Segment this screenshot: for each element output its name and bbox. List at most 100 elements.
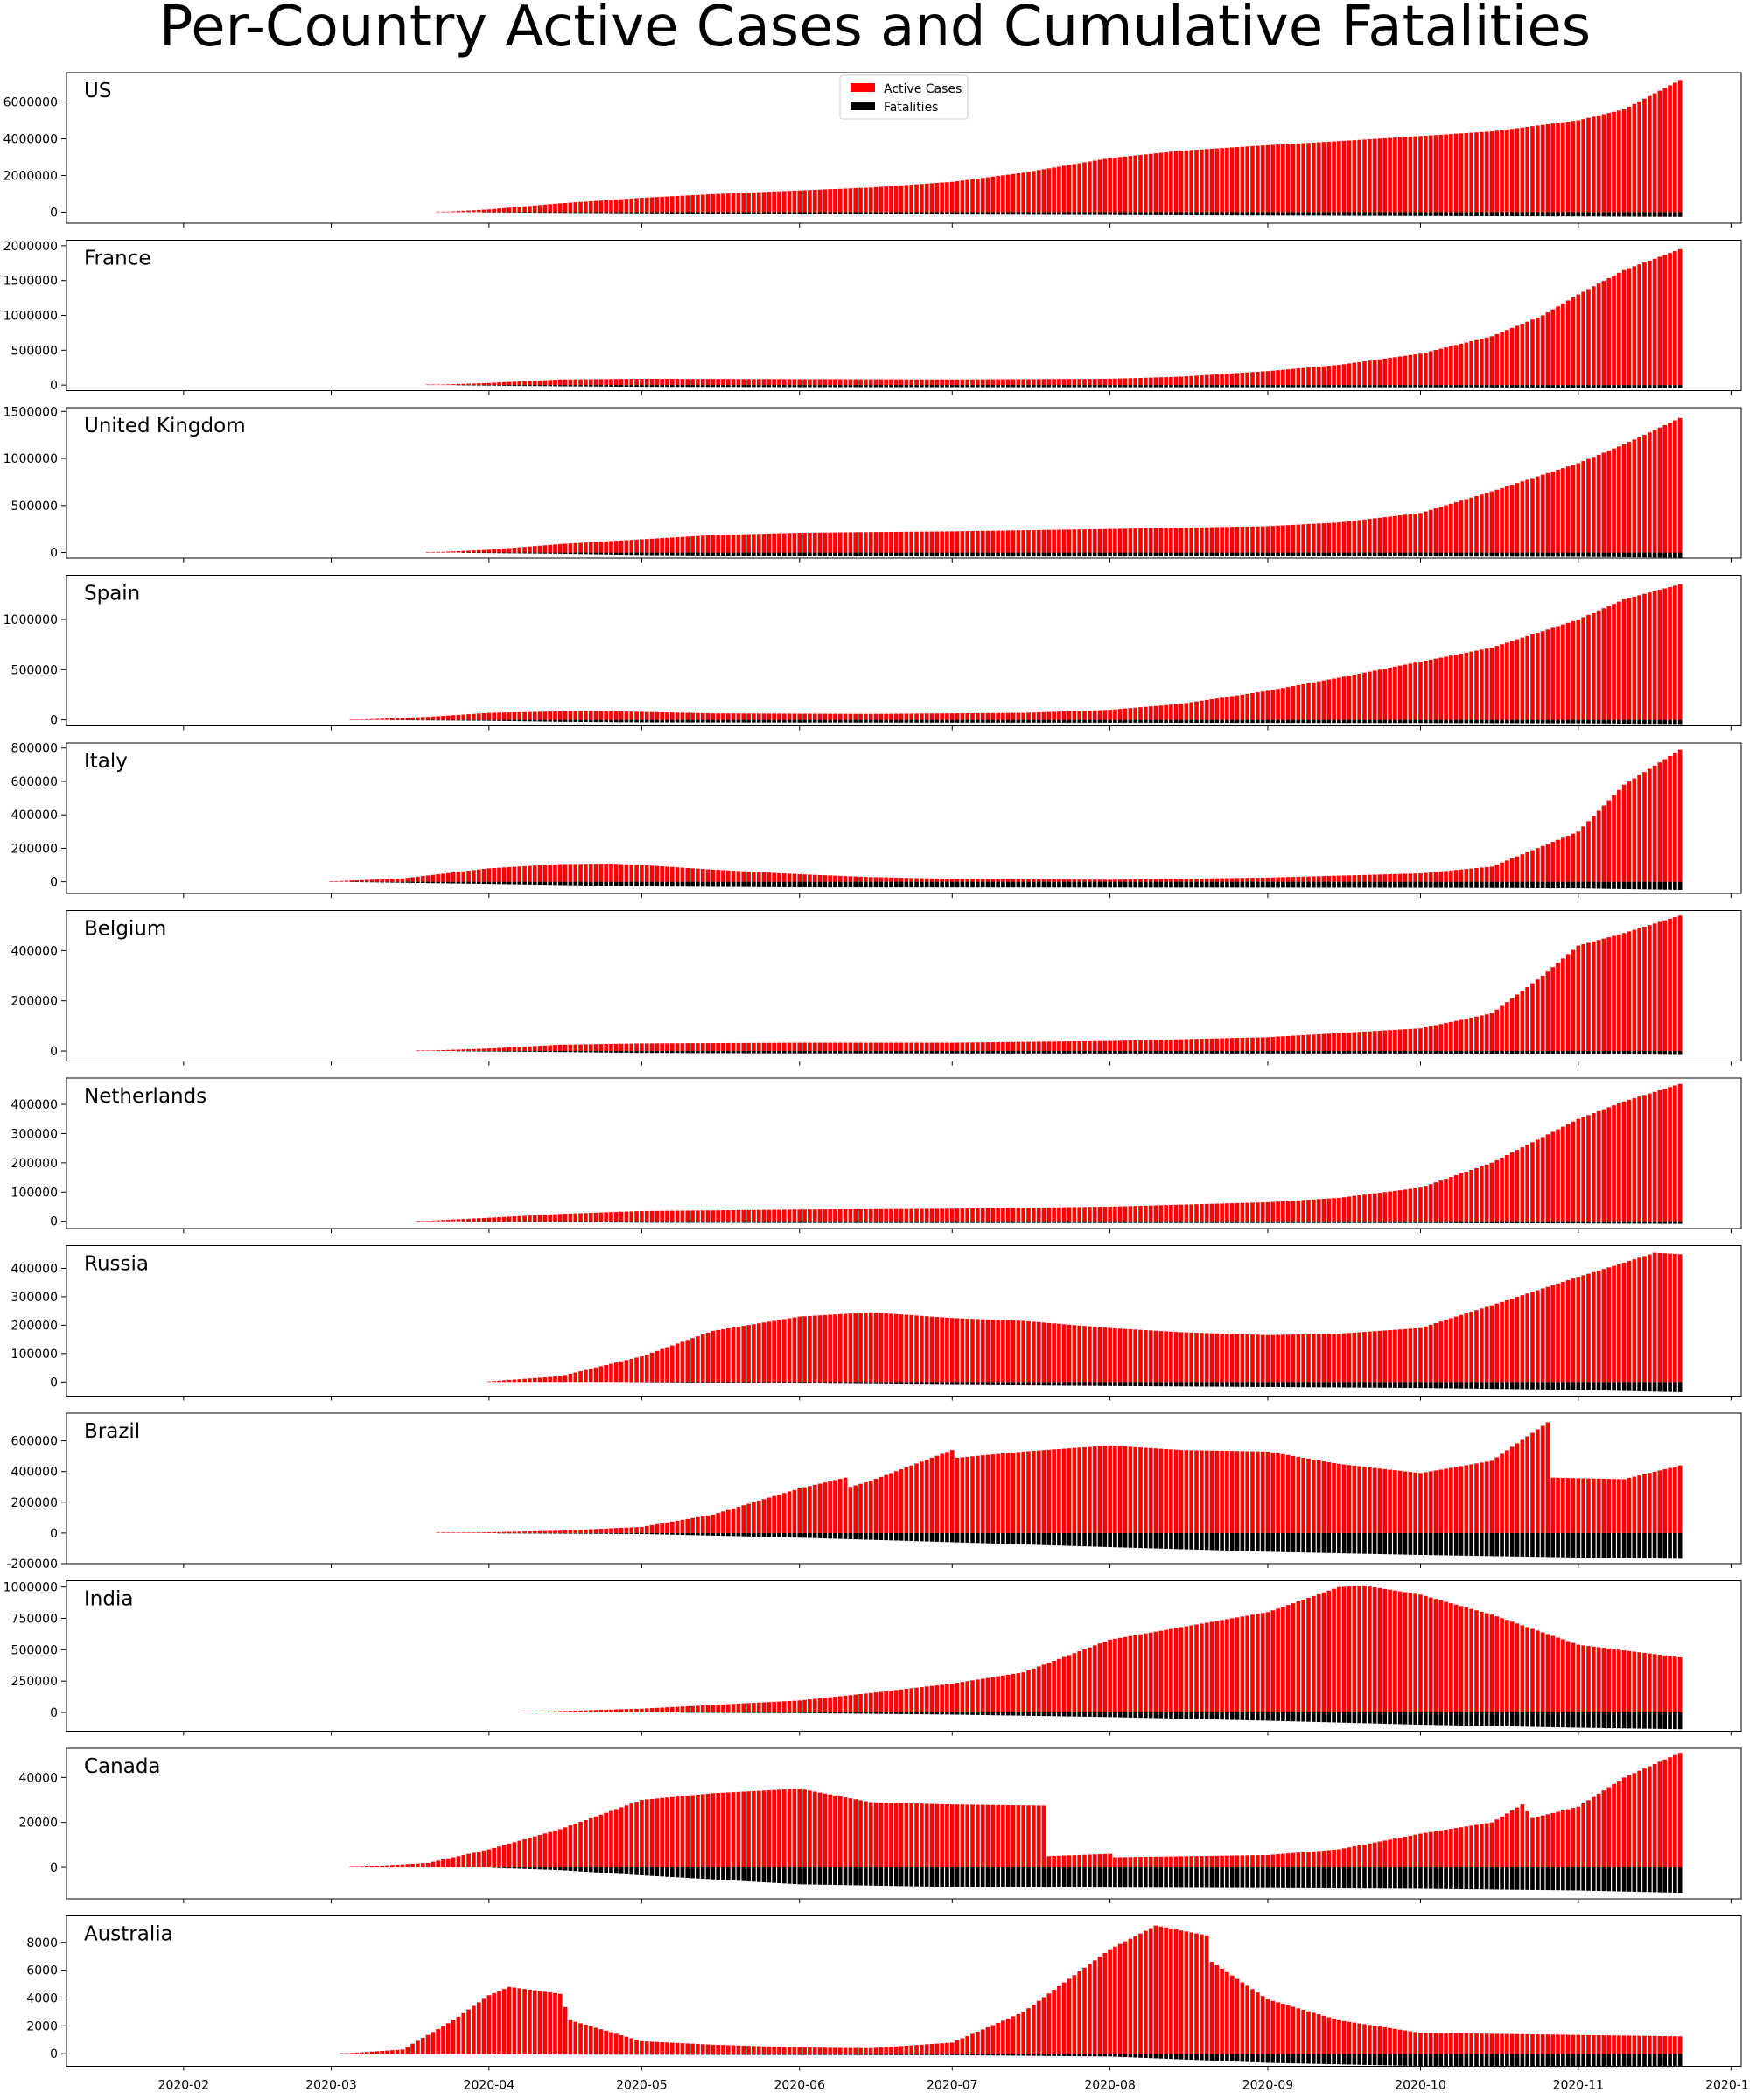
fatality-bar bbox=[884, 385, 888, 388]
active-bar bbox=[1444, 1320, 1448, 1382]
active-bar bbox=[808, 1315, 812, 1382]
active-bar bbox=[472, 1218, 476, 1222]
active-bar bbox=[1001, 712, 1005, 720]
fatality-bar bbox=[1108, 552, 1112, 557]
fatality-bar bbox=[675, 385, 680, 388]
fatality-bar bbox=[949, 552, 955, 557]
fatality-bar bbox=[1102, 1221, 1108, 1223]
fatality-bar bbox=[1046, 1382, 1052, 1386]
fatality-bar bbox=[690, 1532, 695, 1536]
active-bar bbox=[613, 541, 619, 553]
fatality-bar bbox=[746, 1532, 751, 1536]
fatality-bar bbox=[1540, 1051, 1545, 1054]
fatality-bar bbox=[1296, 719, 1301, 724]
active-bar bbox=[1164, 1629, 1168, 1712]
active-bar bbox=[822, 1482, 828, 1533]
active-bar bbox=[446, 1219, 451, 1222]
fatality-bar bbox=[1479, 1221, 1484, 1223]
fatality-bar bbox=[1438, 1221, 1444, 1223]
fatality-bar bbox=[1148, 385, 1153, 388]
fatality-bar bbox=[710, 552, 716, 556]
active-bar bbox=[660, 1210, 664, 1222]
active-bar bbox=[1591, 1478, 1596, 1533]
fatality-bar bbox=[1662, 552, 1668, 558]
fatality-bar bbox=[1148, 1712, 1153, 1718]
active-bar bbox=[1072, 1447, 1077, 1533]
active-bar bbox=[843, 1477, 848, 1533]
active-bar bbox=[960, 379, 965, 386]
fatality-bar bbox=[1057, 719, 1061, 723]
country-label: Russia bbox=[84, 1253, 149, 1276]
active-bar bbox=[481, 1217, 486, 1222]
active-bar bbox=[858, 713, 863, 720]
fatality-bar bbox=[1194, 212, 1199, 216]
fatality-bar bbox=[1061, 212, 1067, 215]
active-bar bbox=[731, 1508, 736, 1533]
fatality-bar bbox=[843, 385, 848, 388]
active-bar bbox=[752, 872, 756, 882]
fatality-bar bbox=[1270, 212, 1276, 216]
active-bar bbox=[1652, 1252, 1657, 1382]
active-bar bbox=[1102, 710, 1108, 720]
fatality-bar bbox=[696, 1051, 700, 1054]
active-bar bbox=[893, 379, 899, 386]
active-bar bbox=[593, 200, 598, 213]
active-bar bbox=[1459, 1606, 1464, 1712]
active-bar bbox=[772, 1320, 776, 1382]
active-bar bbox=[528, 711, 532, 720]
active-bar bbox=[588, 710, 593, 720]
fatality-bar bbox=[1393, 212, 1397, 216]
fatality-bar bbox=[893, 1532, 899, 1541]
active-bar bbox=[1296, 1334, 1301, 1382]
fatality-bar bbox=[837, 881, 843, 888]
active-bar bbox=[1586, 117, 1591, 213]
active-bar bbox=[1194, 1204, 1199, 1222]
fatality-bar bbox=[1001, 212, 1005, 215]
active-bar bbox=[802, 1699, 807, 1712]
active-bar bbox=[1194, 1450, 1199, 1533]
active-bar bbox=[960, 1457, 965, 1533]
active-bar bbox=[1362, 1194, 1367, 1222]
active-bar bbox=[1179, 376, 1184, 386]
active-bar bbox=[934, 183, 940, 213]
fatality-bar bbox=[1540, 1532, 1545, 1558]
active-bar bbox=[1357, 1195, 1362, 1222]
active-bar bbox=[812, 189, 817, 213]
active-bar bbox=[553, 1214, 557, 1222]
fatality-bar bbox=[1265, 385, 1270, 388]
active-bar bbox=[369, 718, 374, 720]
active-bar bbox=[781, 533, 787, 553]
active-bar bbox=[522, 206, 527, 213]
active-bar bbox=[990, 1454, 996, 1533]
fatality-bar bbox=[934, 1221, 940, 1223]
fatality-bar bbox=[1240, 552, 1245, 557]
active-bar bbox=[660, 1348, 664, 1382]
fatality-bar bbox=[1382, 212, 1388, 216]
active-bar bbox=[741, 1505, 746, 1533]
active-bar bbox=[1576, 619, 1581, 720]
fatality-bar bbox=[624, 385, 629, 387]
fatality-bar bbox=[578, 1532, 583, 1534]
fatality-bar bbox=[864, 1382, 868, 1384]
fatality-bar bbox=[792, 719, 797, 723]
fatality-bar bbox=[1382, 552, 1388, 557]
fatality-bar bbox=[1337, 1051, 1341, 1054]
fatality-bar bbox=[486, 719, 492, 721]
active-bar bbox=[1220, 374, 1224, 386]
active-bar bbox=[1067, 1207, 1072, 1222]
active-bar bbox=[1520, 990, 1525, 1052]
fatality-bar bbox=[669, 1532, 675, 1535]
fatality-bar bbox=[985, 212, 990, 215]
fatality-bar bbox=[808, 1051, 812, 1054]
active-bar bbox=[736, 871, 741, 882]
fatality-bar bbox=[1250, 1221, 1255, 1223]
fatality-bar bbox=[1403, 1382, 1408, 1388]
country-label: Italy bbox=[84, 750, 128, 773]
active-bar bbox=[593, 379, 598, 386]
active-bar bbox=[1550, 627, 1556, 720]
fatality-bar bbox=[430, 881, 436, 884]
active-bar bbox=[654, 379, 660, 386]
fatality-bar bbox=[1677, 881, 1683, 890]
fatality-bar bbox=[1158, 1221, 1164, 1223]
active-bar bbox=[1662, 1088, 1668, 1222]
